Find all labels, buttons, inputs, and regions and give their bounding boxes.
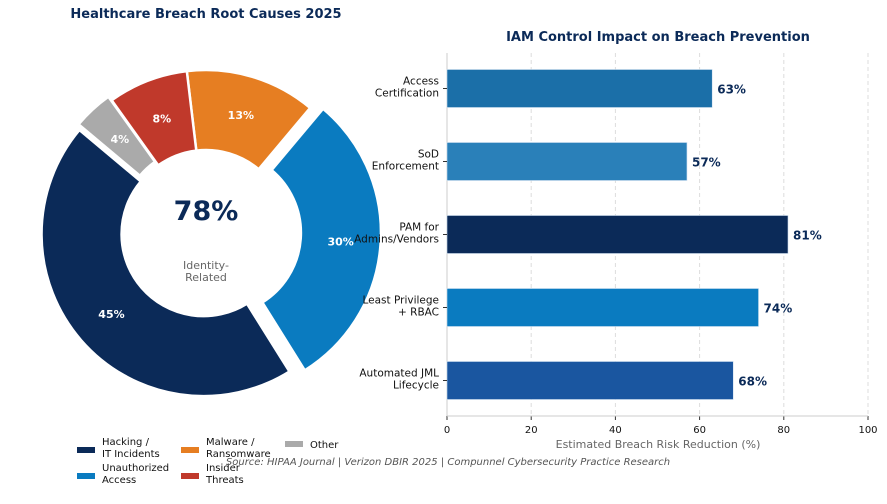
bar bbox=[446, 69, 713, 108]
legend-label: Threats bbox=[205, 475, 244, 486]
legend-item: Hacking /IT Incidents bbox=[77, 437, 160, 460]
donut-slice-label: 4% bbox=[110, 133, 129, 146]
legend-swatch bbox=[181, 447, 199, 453]
y-tick-label: Access bbox=[403, 76, 439, 88]
donut-chart: 45% 30% 13% 8% 4% bbox=[40, 68, 383, 398]
legend-label: Hacking / bbox=[102, 437, 150, 448]
donut-slice-4 bbox=[76, 94, 157, 178]
y-tick-label: SoD bbox=[418, 149, 439, 161]
donut-center-value: 78% bbox=[174, 196, 239, 227]
x-tick-label: 40 bbox=[609, 425, 622, 436]
donut-slice-0 bbox=[40, 128, 292, 398]
x-tick-label: 60 bbox=[693, 425, 706, 436]
bar-value-label: 74% bbox=[764, 302, 793, 316]
bar-title: IAM Control Impact on Breach Prevention bbox=[506, 30, 810, 45]
y-tick-label: Enforcement bbox=[372, 161, 439, 173]
bar-value-label: 81% bbox=[793, 229, 822, 243]
bar bbox=[446, 288, 759, 327]
y-tick-label: Automated JML bbox=[359, 368, 439, 380]
legend-swatch bbox=[77, 447, 95, 453]
x-tick-label: 0 bbox=[444, 425, 450, 436]
y-tick-label: Certification bbox=[375, 88, 439, 100]
donut-slice-label: 45% bbox=[98, 308, 124, 321]
legend-swatch bbox=[77, 473, 95, 479]
source-note: Source: HIPAA Journal | Verizon DBIR 202… bbox=[226, 457, 670, 468]
legend-label: IT Incidents bbox=[102, 449, 160, 460]
y-tick-label: + RBAC bbox=[398, 307, 439, 319]
legend-label: Access bbox=[102, 475, 136, 486]
legend-item: Other bbox=[285, 440, 339, 451]
donut-title: Healthcare Breach Root Causes 2025 bbox=[70, 7, 341, 22]
legend-label: Other bbox=[310, 440, 339, 451]
y-tick-label: PAM for bbox=[399, 222, 439, 234]
donut-slice-label: 30% bbox=[327, 235, 353, 248]
legend-label: Ransomware bbox=[206, 449, 271, 460]
bar-value-label: 68% bbox=[738, 375, 767, 389]
x-tick-label: 100 bbox=[858, 425, 877, 436]
donut-slice-label: 8% bbox=[153, 112, 172, 125]
x-tick-label: 20 bbox=[525, 425, 538, 436]
legend-item: Malware /Ransomware bbox=[181, 437, 271, 460]
x-tick-label: 80 bbox=[777, 425, 790, 436]
y-tick-label: Least Privilege bbox=[363, 295, 440, 307]
legend-swatch bbox=[181, 473, 199, 479]
bar-value-label: 63% bbox=[717, 83, 746, 97]
y-tick-label: Admins/Vendors bbox=[354, 234, 439, 246]
bar bbox=[446, 142, 688, 181]
legend-swatch bbox=[285, 441, 303, 447]
bar bbox=[446, 215, 789, 254]
y-tick-label: Lifecycle bbox=[393, 380, 439, 392]
x-axis-label: Estimated Breach Risk Reduction (%) bbox=[556, 438, 761, 451]
legend-label: Malware / bbox=[206, 437, 255, 448]
legend-label: Unauthorized bbox=[102, 463, 169, 474]
legend-label: Insider bbox=[206, 463, 241, 474]
donut-center-label-1: Identity- bbox=[183, 259, 229, 272]
bar-value-label: 57% bbox=[692, 156, 721, 170]
donut-slice-1 bbox=[260, 107, 383, 373]
donut-slice-label: 13% bbox=[228, 109, 254, 122]
bar bbox=[446, 361, 734, 400]
donut-center-label-2: Related bbox=[185, 271, 227, 284]
